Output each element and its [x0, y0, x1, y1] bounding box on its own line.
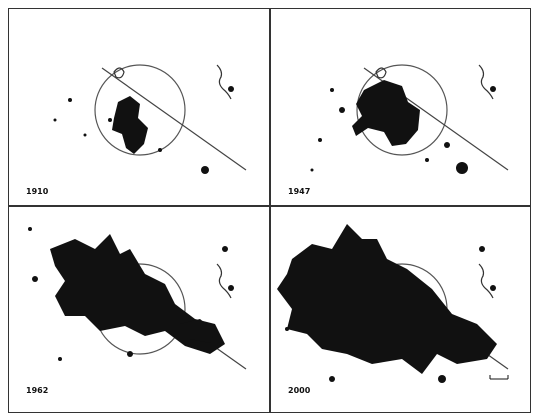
- year-label: 2000: [288, 386, 311, 395]
- year-label: 1962: [26, 386, 48, 395]
- year-label: 1910: [26, 187, 49, 196]
- panel: 1910: [26, 65, 246, 196]
- panel: 1947: [288, 65, 508, 196]
- year-label: 1947: [288, 187, 310, 196]
- panel: 2000: [277, 224, 508, 395]
- map-figure: 1910 1947 1962 2000: [0, 0, 535, 414]
- map-panels: 1910 1947 1962 2000: [0, 0, 535, 414]
- panel: 1962: [26, 227, 246, 395]
